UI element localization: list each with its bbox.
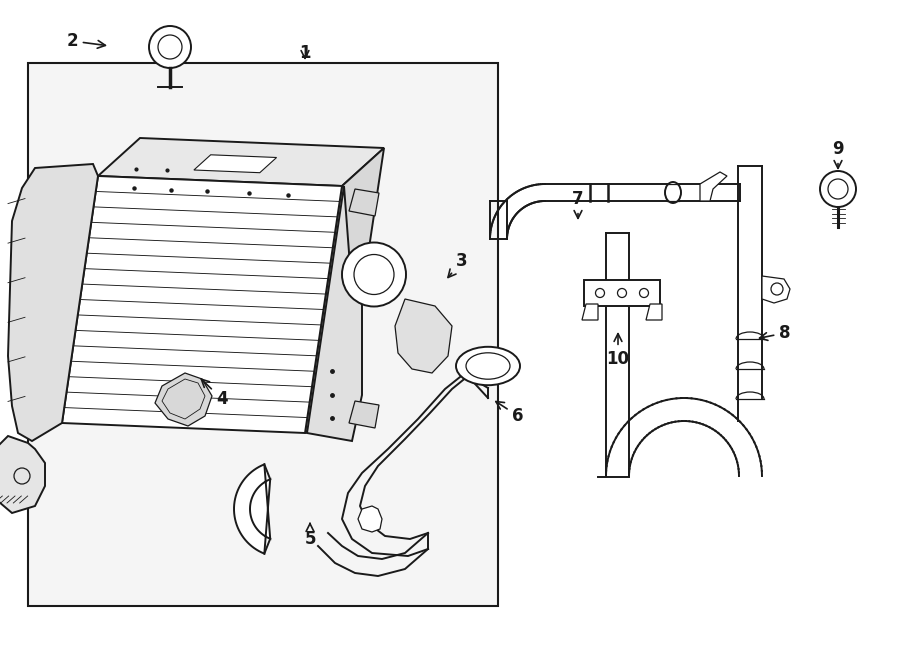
Ellipse shape (456, 347, 520, 385)
Polygon shape (305, 148, 384, 433)
Polygon shape (582, 304, 598, 320)
Polygon shape (349, 189, 379, 216)
FancyBboxPatch shape (584, 280, 660, 306)
Polygon shape (700, 172, 727, 201)
Ellipse shape (665, 182, 681, 203)
Polygon shape (234, 465, 270, 554)
Text: 7: 7 (572, 190, 584, 218)
Polygon shape (0, 436, 45, 513)
Polygon shape (349, 401, 379, 428)
Text: 8: 8 (760, 324, 791, 342)
Text: 9: 9 (832, 140, 844, 169)
Circle shape (820, 171, 856, 207)
Circle shape (828, 179, 848, 199)
Ellipse shape (466, 353, 510, 379)
Circle shape (342, 243, 406, 307)
Polygon shape (194, 155, 276, 173)
Polygon shape (762, 276, 790, 303)
Circle shape (158, 35, 182, 59)
Polygon shape (307, 186, 362, 441)
Polygon shape (62, 176, 342, 433)
Text: 10: 10 (607, 334, 629, 368)
Text: 6: 6 (496, 401, 524, 425)
Polygon shape (358, 506, 382, 532)
Polygon shape (155, 373, 212, 426)
Polygon shape (395, 299, 452, 373)
Text: 2: 2 (67, 32, 105, 50)
Text: 3: 3 (448, 252, 468, 278)
Bar (28, 63, 498, 606)
Text: 4: 4 (202, 379, 228, 408)
Text: 1: 1 (299, 44, 310, 62)
Text: 5: 5 (304, 524, 316, 548)
Polygon shape (98, 138, 384, 186)
Polygon shape (8, 164, 98, 441)
Polygon shape (646, 304, 662, 320)
Circle shape (149, 26, 191, 68)
